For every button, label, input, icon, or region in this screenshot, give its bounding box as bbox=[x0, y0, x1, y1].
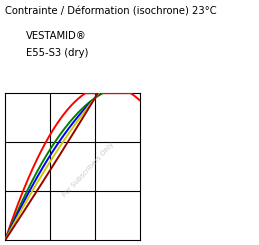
Text: For Subscribers Only: For Subscribers Only bbox=[62, 141, 116, 198]
Text: E55-S3 (dry): E55-S3 (dry) bbox=[26, 48, 88, 58]
Text: Contrainte / Déformation (isochrone) 23°C: Contrainte / Déformation (isochrone) 23°… bbox=[5, 6, 217, 16]
Text: VESTAMID®: VESTAMID® bbox=[26, 31, 87, 41]
